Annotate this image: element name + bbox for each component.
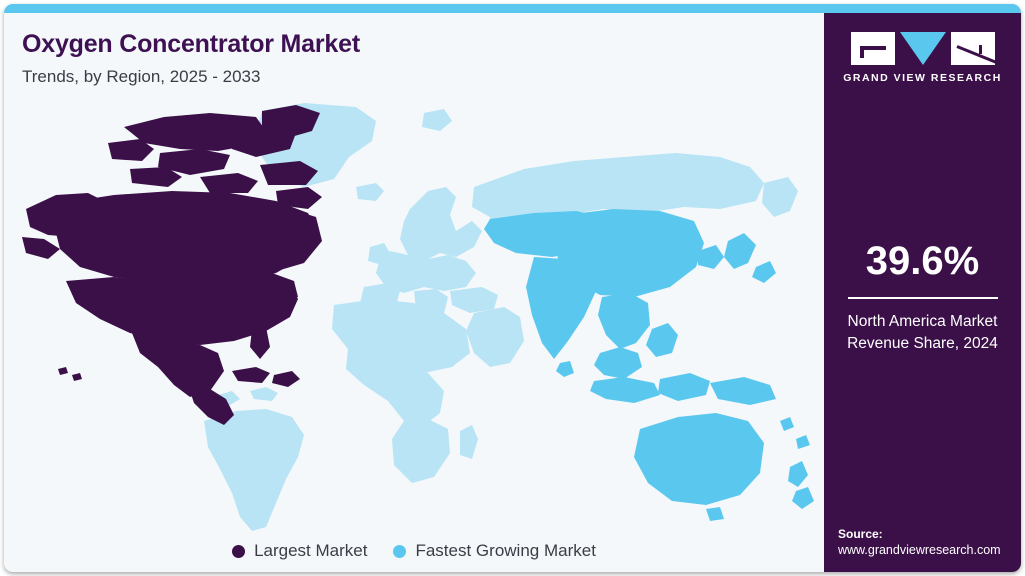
legend-dot-icon xyxy=(232,544,246,558)
top-accent-bar xyxy=(4,4,1021,13)
brand-panel: GRAND VIEW RESEARCH 39.6% North America … xyxy=(824,13,1021,572)
stat-divider xyxy=(847,297,998,299)
logo-marks xyxy=(850,32,995,65)
page-subtitle: Trends, by Region, 2025 - 2033 xyxy=(22,67,261,86)
map-legend: Largest Market Fastest Growing Market xyxy=(4,541,824,561)
stat-caption-line-2: Revenue Share, 2024 xyxy=(847,335,998,352)
logo-g-block-icon xyxy=(850,32,895,65)
map-region-asia-pacific xyxy=(484,209,814,521)
legend-item-fastest-growing-market[interactable]: Fastest Growing Market xyxy=(393,541,596,561)
legend-item-largest-market[interactable]: Largest Market xyxy=(232,541,367,561)
world-map xyxy=(4,91,824,531)
map-region-north-america xyxy=(22,105,322,425)
logo-r-block-icon xyxy=(950,32,995,65)
source-block: Source: www.grandviewresearch.com xyxy=(838,527,1018,557)
legend-dot-icon xyxy=(393,544,407,558)
map-region-other xyxy=(184,103,798,531)
legend-label: Fastest Growing Market xyxy=(415,541,596,560)
legend-label: Largest Market xyxy=(254,541,368,560)
brand-logo[interactable]: GRAND VIEW RESEARCH xyxy=(824,32,1021,84)
page-title: Oxygen Concentrator Market xyxy=(22,30,360,58)
stat-caption-line-1: North America Market xyxy=(847,313,998,330)
stat-block: 39.6% North America Market Revenue Share… xyxy=(824,241,1021,355)
infographic-card: Oxygen Concentrator Market Trends, by Re… xyxy=(4,4,1021,572)
map-pane: Oxygen Concentrator Market Trends, by Re… xyxy=(4,13,824,572)
title-block: Oxygen Concentrator Market Trends, by Re… xyxy=(22,30,360,87)
logo-v-triangle-icon xyxy=(899,32,946,65)
source-label: Source: xyxy=(838,527,883,541)
logo-wordmark: GRAND VIEW RESEARCH xyxy=(843,72,1002,84)
source-url[interactable]: www.grandviewresearch.com xyxy=(838,543,1001,557)
stat-value: 39.6% xyxy=(865,239,980,283)
world-map-svg xyxy=(22,103,814,531)
